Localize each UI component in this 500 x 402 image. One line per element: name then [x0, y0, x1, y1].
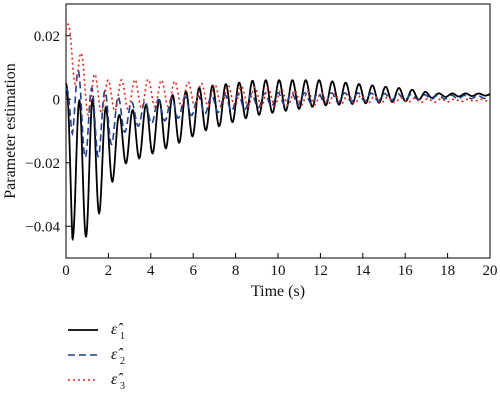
x-tick-label: 12 — [313, 263, 328, 279]
legend-subscript-2: 2 — [120, 356, 125, 367]
legend-subscript-3: 3 — [120, 381, 125, 392]
x-tick-label: 0 — [62, 263, 70, 279]
x-tick-label: 20 — [483, 263, 498, 279]
series-2-line — [65, 69, 491, 159]
x-tick-label: 14 — [355, 263, 371, 279]
y-tick-label: −0.02 — [25, 156, 60, 172]
series-1-line — [65, 79, 491, 242]
x-tick-label: 6 — [189, 263, 197, 279]
y-tick-label: 0.02 — [34, 29, 60, 45]
series-lines — [65, 23, 491, 242]
y-axis-title: Parameter estimation — [2, 63, 19, 199]
series-3-line — [65, 23, 491, 117]
x-tick-label: 8 — [232, 263, 240, 279]
y-tick-label: 0 — [53, 92, 61, 108]
y-tick-label: −0.04 — [25, 219, 60, 235]
x-axis-title: Time (s) — [251, 283, 305, 300]
legend: ε̂ 1ε̂ 2ε̂ 3 — [68, 321, 125, 392]
x-tick-label: 4 — [147, 263, 155, 279]
x-tick-label: 18 — [440, 263, 455, 279]
x-tick-label: 16 — [398, 263, 414, 279]
x-tick-label: 10 — [271, 263, 286, 279]
x-tick-label: 2 — [105, 263, 113, 279]
legend-subscript-1: 1 — [120, 331, 125, 342]
axes: 0 2 4 6 8 10 12 14 16 18 20 0.02 0 −0.02 −0.04 — [25, 29, 497, 279]
